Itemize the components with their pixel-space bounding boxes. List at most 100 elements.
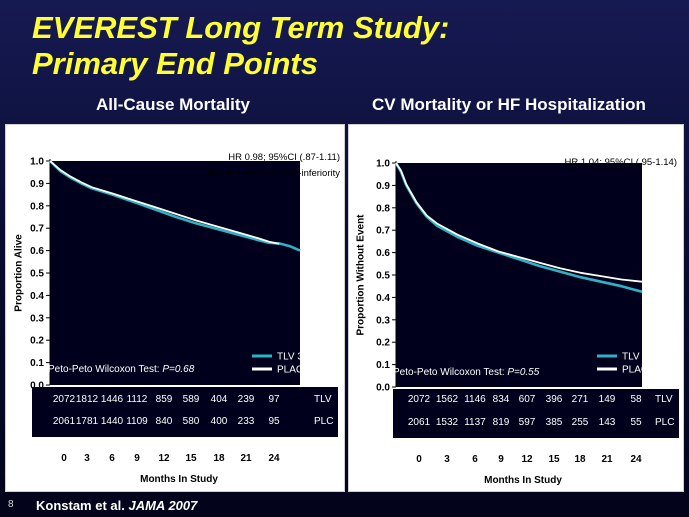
at-risk-value: 2061 <box>53 416 76 427</box>
at-risk-value: 589 <box>183 394 200 405</box>
y-tick-label: 0.2 <box>376 338 390 349</box>
legend-entry: TLV 30 mg <box>622 352 670 363</box>
at-risk-value: 1109 <box>126 416 148 427</box>
series-line-placebo <box>49 160 280 245</box>
citation: Konstam et al. JAMA 2007 <box>36 498 197 513</box>
x-tick-label: 24 <box>268 453 280 464</box>
at-risk-value: 1112 <box>127 394 148 405</box>
chart-2-title: CV Mortality or HF Hospitalization <box>372 95 646 114</box>
citation-authors: Konstam et al. <box>36 498 125 513</box>
legend-entry: PLACEBO <box>622 365 669 376</box>
x-tick-label: 12 <box>158 453 170 464</box>
at-risk-value: 1562 <box>436 394 459 405</box>
y-tick-label: 0.5 <box>30 269 44 280</box>
at-risk-value: 1781 <box>76 416 99 427</box>
slide-title-line2: Primary End Points <box>32 46 318 81</box>
x-tick-label: 9 <box>134 453 140 464</box>
x-axis-label: Months In Study <box>140 474 218 485</box>
at-risk-value: 2061 <box>408 417 431 428</box>
y-tick-label: 0.5 <box>376 271 390 282</box>
at-risk-value: 58 <box>630 394 642 405</box>
x-tick-label: 21 <box>240 453 252 464</box>
at-risk-value: 385 <box>546 417 563 428</box>
y-axis-label: Proportion Alive <box>13 234 24 312</box>
y-tick-label: 0.3 <box>30 313 44 324</box>
at-risk-value: 834 <box>493 394 510 405</box>
chart-1-title: All-Cause Mortality <box>96 95 250 114</box>
x-tick-label: 6 <box>109 453 115 464</box>
y-tick-label: 0.7 <box>376 226 390 237</box>
at-risk-value: 607 <box>519 394 536 405</box>
y-axis-label: Proportion Without Event <box>355 214 366 336</box>
y-tick-label: 0.8 <box>30 201 44 212</box>
y-tick-label: 0.4 <box>376 293 390 304</box>
y-tick-label: 0.0 <box>30 381 44 392</box>
y-tick-label: 0.6 <box>30 246 44 257</box>
at-risk-value: 255 <box>572 417 589 428</box>
at-risk-value: 840 <box>156 416 173 427</box>
at-risk-value: 2072 <box>53 394 76 405</box>
y-tick-label: 1.0 <box>376 159 390 170</box>
y-tick-label: 0.1 <box>376 360 390 371</box>
at-risk-value: 2072 <box>408 394 431 405</box>
at-risk-value: 1446 <box>101 394 124 405</box>
x-tick-label: 18 <box>574 454 586 465</box>
plot-area <box>396 163 642 387</box>
at-risk-row-label: TLV <box>314 394 332 405</box>
at-risk-value: 143 <box>599 417 616 428</box>
p-value: P=0.68 <box>162 364 194 375</box>
x-tick-label: 0 <box>61 453 67 464</box>
hr-annotation: HR 0.98; 95%CI (.87-1.11) <box>228 152 340 163</box>
at-risk-value: 400 <box>211 416 228 427</box>
legend-entry: PLACEBO <box>277 365 324 376</box>
at-risk-value: 819 <box>493 417 510 428</box>
hr-annotation: Meets criteria for non-inferiority <box>209 168 340 179</box>
x-tick-label: 3 <box>84 453 90 464</box>
at-risk-value: 149 <box>599 394 616 405</box>
at-risk-value: 597 <box>519 417 536 428</box>
at-risk-value: 404 <box>211 394 228 405</box>
series-line-placebo <box>395 162 643 283</box>
at-risk-value: 1532 <box>436 417 459 428</box>
at-risk-value: 95 <box>268 416 280 427</box>
at-risk-value: 580 <box>183 416 200 427</box>
slide-title-line1: EVEREST Long Term Study: <box>32 10 450 45</box>
x-tick-label: 0 <box>416 454 422 465</box>
y-tick-label: 0.7 <box>30 224 44 235</box>
test-label: Peto-Peto Wilcoxon Test: P=0.55 <box>393 367 540 378</box>
p-value: P=0.55 <box>507 367 539 378</box>
at-risk-value: 233 <box>238 416 255 427</box>
legend-entry: TLV 30 mg <box>277 352 325 363</box>
at-risk-value: 1440 <box>101 416 124 427</box>
y-tick-label: 0.9 <box>30 179 44 190</box>
at-risk-value: 271 <box>572 394 589 405</box>
at-risk-value: 1812 <box>76 394 99 405</box>
at-risk-value: 859 <box>156 394 173 405</box>
at-risk-row-label: TLV <box>655 394 673 405</box>
at-risk-value: 396 <box>546 394 563 405</box>
at-risk-value: 55 <box>630 417 642 428</box>
y-tick-label: 0.1 <box>30 358 44 369</box>
hr-annotation: HR 1.04; 95%CI (.95-1.14) <box>565 157 677 168</box>
x-tick-label: 18 <box>213 453 225 464</box>
test-label: Peto-Peto Wilcoxon Test: P=0.68 <box>48 364 195 375</box>
x-tick-label: 6 <box>472 454 478 465</box>
x-tick-label: 15 <box>185 453 197 464</box>
slide-title: EVEREST Long Term Study: Primary End Poi… <box>32 10 449 82</box>
at-risk-row-label: PLC <box>655 417 674 428</box>
y-tick-label: 0.8 <box>376 203 390 214</box>
at-risk-row-label: PLC <box>314 416 333 427</box>
at-risk-table <box>32 387 338 437</box>
at-risk-value: 1146 <box>464 394 486 405</box>
y-tick-label: 1.0 <box>30 157 44 168</box>
test-name: Peto-Peto Wilcoxon Test: <box>48 364 162 375</box>
at-risk-value: 97 <box>268 394 280 405</box>
x-tick-label: 15 <box>548 454 560 465</box>
test-name: Peto-Peto Wilcoxon Test: <box>393 367 507 378</box>
y-tick-label: 0.3 <box>376 315 390 326</box>
x-axis-label: Months In Study <box>484 475 562 486</box>
y-tick-label: 0.6 <box>376 248 390 259</box>
at-risk-value: 1137 <box>464 417 486 428</box>
y-tick-label: 0.9 <box>376 181 390 192</box>
x-tick-label: 21 <box>601 454 613 465</box>
